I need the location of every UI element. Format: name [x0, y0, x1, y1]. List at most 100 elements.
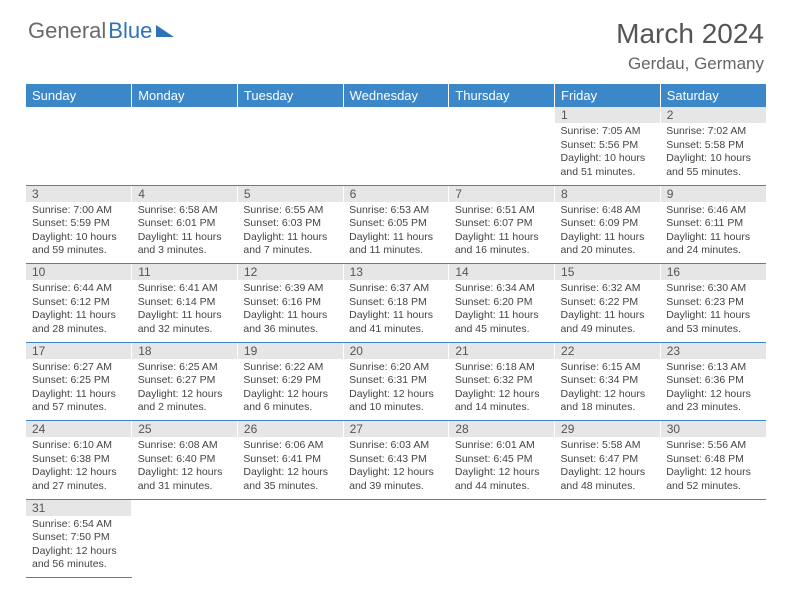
- sunrise-text: Sunrise: 6:06 AM: [243, 439, 337, 453]
- sunset-text: Sunset: 6:38 PM: [32, 453, 126, 467]
- daylight-text-1: Daylight: 11 hours: [455, 309, 549, 323]
- content-row: Sunrise: 6:44 AMSunset: 6:12 PMDaylight:…: [26, 280, 766, 342]
- daylight-text-2: and 51 minutes.: [561, 166, 655, 180]
- daylight-text-2: and 41 minutes.: [349, 323, 443, 337]
- sunset-text: Sunset: 5:59 PM: [32, 217, 126, 231]
- day-cell: Sunrise: 6:48 AMSunset: 6:09 PMDaylight:…: [555, 202, 661, 264]
- sunrise-text: Sunrise: 6:25 AM: [138, 361, 232, 375]
- day-number: 24: [26, 421, 132, 438]
- sunrise-text: Sunrise: 6:20 AM: [349, 361, 443, 375]
- daylight-text-1: Daylight: 12 hours: [243, 466, 337, 480]
- daylight-text-1: Daylight: 12 hours: [455, 388, 549, 402]
- daylight-text-1: Daylight: 12 hours: [666, 466, 760, 480]
- day-cell: [343, 516, 449, 578]
- flag-icon: [156, 25, 174, 37]
- content-row: Sunrise: 6:54 AMSunset: 7:50 PMDaylight:…: [26, 516, 766, 578]
- day-cell: [660, 516, 766, 578]
- day-cell: Sunrise: 6:34 AMSunset: 6:20 PMDaylight:…: [449, 280, 555, 342]
- logo: GeneralBlue: [28, 18, 174, 44]
- daylight-text-2: and 2 minutes.: [138, 401, 232, 415]
- daylight-text-1: Daylight: 12 hours: [349, 388, 443, 402]
- sunrise-text: Sunrise: 6:01 AM: [455, 439, 549, 453]
- daylight-text-2: and 49 minutes.: [561, 323, 655, 337]
- daylight-text-2: and 52 minutes.: [666, 480, 760, 494]
- day-number: 15: [555, 264, 661, 281]
- sunset-text: Sunset: 6:07 PM: [455, 217, 549, 231]
- daylight-text-2: and 23 minutes.: [666, 401, 760, 415]
- daynum-row: 3456789: [26, 185, 766, 202]
- sunrise-text: Sunrise: 6:58 AM: [138, 204, 232, 218]
- day-number: [343, 499, 449, 516]
- day-cell: Sunrise: 6:22 AMSunset: 6:29 PMDaylight:…: [237, 359, 343, 421]
- day-cell: Sunrise: 6:37 AMSunset: 6:18 PMDaylight:…: [343, 280, 449, 342]
- day-number: 7: [449, 185, 555, 202]
- daylight-text-2: and 32 minutes.: [138, 323, 232, 337]
- sunrise-text: Sunrise: 5:58 AM: [561, 439, 655, 453]
- daylight-text-2: and 59 minutes.: [32, 244, 126, 258]
- daylight-text-2: and 6 minutes.: [243, 401, 337, 415]
- day-number: [237, 107, 343, 123]
- sunset-text: Sunset: 6:27 PM: [138, 374, 232, 388]
- day-cell: Sunrise: 6:01 AMSunset: 6:45 PMDaylight:…: [449, 437, 555, 499]
- weekday-header: Friday: [555, 84, 661, 107]
- daylight-text-2: and 20 minutes.: [561, 244, 655, 258]
- day-cell: Sunrise: 6:41 AMSunset: 6:14 PMDaylight:…: [132, 280, 238, 342]
- sunset-text: Sunset: 6:48 PM: [666, 453, 760, 467]
- daylight-text-2: and 3 minutes.: [138, 244, 232, 258]
- day-number: 27: [343, 421, 449, 438]
- sunrise-text: Sunrise: 6:30 AM: [666, 282, 760, 296]
- day-cell: Sunrise: 6:25 AMSunset: 6:27 PMDaylight:…: [132, 359, 238, 421]
- daynum-row: 31: [26, 499, 766, 516]
- sunset-text: Sunset: 6:25 PM: [32, 374, 126, 388]
- sunrise-text: Sunrise: 6:44 AM: [32, 282, 126, 296]
- daylight-text-2: and 39 minutes.: [349, 480, 443, 494]
- daylight-text-1: Daylight: 12 hours: [138, 466, 232, 480]
- daylight-text-1: Daylight: 12 hours: [32, 545, 126, 559]
- daylight-text-2: and 48 minutes.: [561, 480, 655, 494]
- day-cell: Sunrise: 6:46 AMSunset: 6:11 PMDaylight:…: [660, 202, 766, 264]
- sunrise-text: Sunrise: 6:34 AM: [455, 282, 549, 296]
- day-cell: Sunrise: 6:55 AMSunset: 6:03 PMDaylight:…: [237, 202, 343, 264]
- daylight-text-1: Daylight: 11 hours: [349, 309, 443, 323]
- day-number: 31: [26, 499, 132, 516]
- daylight-text-1: Daylight: 11 hours: [32, 309, 126, 323]
- sunrise-text: Sunrise: 6:46 AM: [666, 204, 760, 218]
- content-row: Sunrise: 7:00 AMSunset: 5:59 PMDaylight:…: [26, 202, 766, 264]
- sunset-text: Sunset: 6:36 PM: [666, 374, 760, 388]
- day-number: 19: [237, 342, 343, 359]
- title-block: March 2024 Gerdau, Germany: [616, 18, 764, 74]
- sunrise-text: Sunrise: 6:55 AM: [243, 204, 337, 218]
- day-cell: Sunrise: 6:51 AMSunset: 6:07 PMDaylight:…: [449, 202, 555, 264]
- calendar-table: SundayMondayTuesdayWednesdayThursdayFrid…: [26, 84, 766, 578]
- day-cell: Sunrise: 7:00 AMSunset: 5:59 PMDaylight:…: [26, 202, 132, 264]
- daylight-text-1: Daylight: 11 hours: [32, 388, 126, 402]
- day-number: 12: [237, 264, 343, 281]
- sunset-text: Sunset: 6:12 PM: [32, 296, 126, 310]
- weekday-header: Saturday: [660, 84, 766, 107]
- sunset-text: Sunset: 6:01 PM: [138, 217, 232, 231]
- day-number: 6: [343, 185, 449, 202]
- weekday-header: Monday: [132, 84, 238, 107]
- weekday-header: Tuesday: [237, 84, 343, 107]
- day-cell: Sunrise: 6:39 AMSunset: 6:16 PMDaylight:…: [237, 280, 343, 342]
- sunset-text: Sunset: 6:29 PM: [243, 374, 337, 388]
- day-cell: Sunrise: 6:08 AMSunset: 6:40 PMDaylight:…: [132, 437, 238, 499]
- sunrise-text: Sunrise: 7:02 AM: [666, 125, 760, 139]
- day-number: 25: [132, 421, 238, 438]
- sunset-text: Sunset: 6:23 PM: [666, 296, 760, 310]
- sunrise-text: Sunrise: 5:56 AM: [666, 439, 760, 453]
- logo-text-1: General: [28, 18, 106, 44]
- sunrise-text: Sunrise: 6:53 AM: [349, 204, 443, 218]
- sunrise-text: Sunrise: 6:37 AM: [349, 282, 443, 296]
- daylight-text-2: and 27 minutes.: [32, 480, 126, 494]
- sunset-text: Sunset: 7:50 PM: [32, 531, 126, 545]
- daylight-text-1: Daylight: 10 hours: [32, 231, 126, 245]
- daylight-text-2: and 45 minutes.: [455, 323, 549, 337]
- weekday-header: Wednesday: [343, 84, 449, 107]
- day-number: 11: [132, 264, 238, 281]
- daylight-text-1: Daylight: 11 hours: [138, 309, 232, 323]
- day-number: 3: [26, 185, 132, 202]
- daynum-row: 12: [26, 107, 766, 123]
- day-cell: [343, 123, 449, 185]
- daylight-text-1: Daylight: 12 hours: [243, 388, 337, 402]
